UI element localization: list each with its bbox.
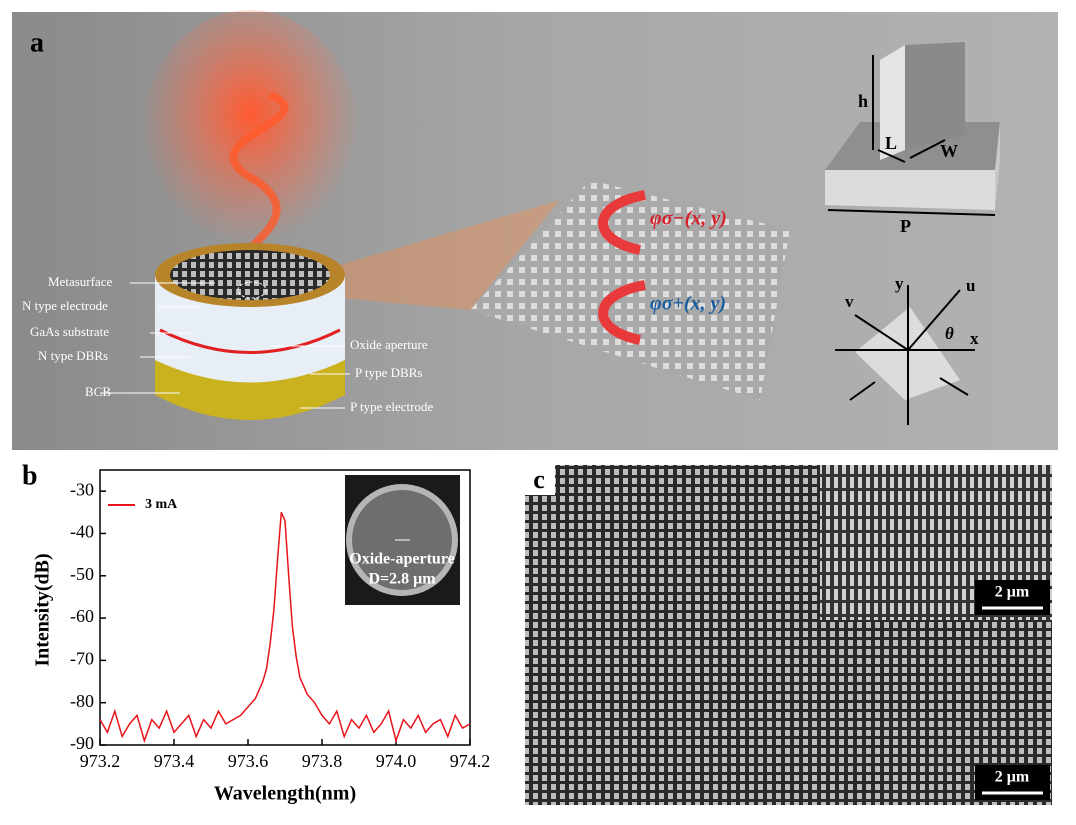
axis-name: y — [895, 274, 904, 293]
y-axis-label: Intensity(dB) — [32, 553, 54, 666]
device-label: BCB — [85, 384, 111, 399]
legend-label: 3 mA — [145, 497, 178, 512]
x-tick-label: 973.2 — [80, 751, 121, 771]
dimension-label: P — [900, 216, 911, 236]
y-tick-label: -80 — [70, 691, 94, 711]
axis-name: v — [845, 292, 854, 311]
panel-a: φσ−(x, y) φσ+(x, y) Metasurface N type e… — [12, 10, 1058, 450]
unit-cell — [825, 42, 1000, 216]
axis-name: θ — [945, 324, 954, 343]
y-tick-label: -50 — [70, 564, 94, 584]
label-box — [525, 465, 555, 495]
x-tick-label: 973.4 — [154, 751, 195, 771]
x-tick-label: 973.6 — [228, 751, 269, 771]
panel-c: c 2 μm 2 μm — [525, 465, 1052, 805]
dimension-label: h — [858, 91, 868, 111]
x-axis-label: Wavelength(nm) — [214, 783, 356, 805]
panel-b: b Wavelength(nm) Intensity(dB) -90 -80 -70… — [22, 460, 490, 804]
device-label: GaAs substrate — [30, 324, 109, 339]
y-tick-label: -70 — [70, 649, 94, 669]
scale-bar-label: 2 μm — [995, 769, 1030, 786]
x-tick-label: 974.2 — [450, 751, 491, 771]
bcb-layer — [155, 360, 345, 420]
aperture-mark — [237, 281, 267, 299]
arrow-minus — [598, 190, 646, 255]
dimension-label: L — [885, 133, 897, 153]
axis-name: x — [970, 329, 979, 348]
dimension-label: W — [940, 141, 958, 161]
device-label: N type DBRs — [38, 348, 108, 363]
device-label: N type electrode — [22, 298, 108, 313]
coordinate-diagram — [835, 285, 975, 425]
inset-label: Oxide-aperture — [349, 551, 454, 568]
x-tick-label: 974.0 — [376, 751, 417, 771]
x-tick-label: 973.8 — [302, 751, 343, 771]
device-label: Oxide aperture — [350, 337, 428, 352]
axis-name: u — [966, 276, 975, 295]
panel-label: b — [22, 460, 38, 491]
panel-label: c — [533, 465, 545, 494]
arrow-plus — [598, 280, 646, 345]
metasurface — [170, 250, 330, 300]
y-tick-label: -40 — [70, 522, 94, 542]
y-tick-label: -90 — [70, 733, 94, 753]
inset-label: D=2.8 μm — [368, 571, 436, 588]
panel-label: a — [30, 27, 44, 58]
device-label: P type DBRs — [355, 365, 422, 380]
plot-frame — [99, 469, 471, 746]
scale-bar-label: 2 μm — [995, 584, 1030, 601]
leader-lines — [100, 282, 350, 409]
oxide-layer — [159, 328, 341, 354]
spectrum-line — [99, 512, 471, 744]
phase-label: φσ+(x, y) — [650, 293, 726, 315]
device-label: Metasurface — [48, 274, 112, 289]
y-tick-label: -60 — [70, 606, 94, 626]
device-label: P type electrode — [350, 399, 433, 414]
phase-label: φσ−(x, y) — [650, 208, 727, 230]
y-tick-label: -30 — [70, 479, 94, 499]
